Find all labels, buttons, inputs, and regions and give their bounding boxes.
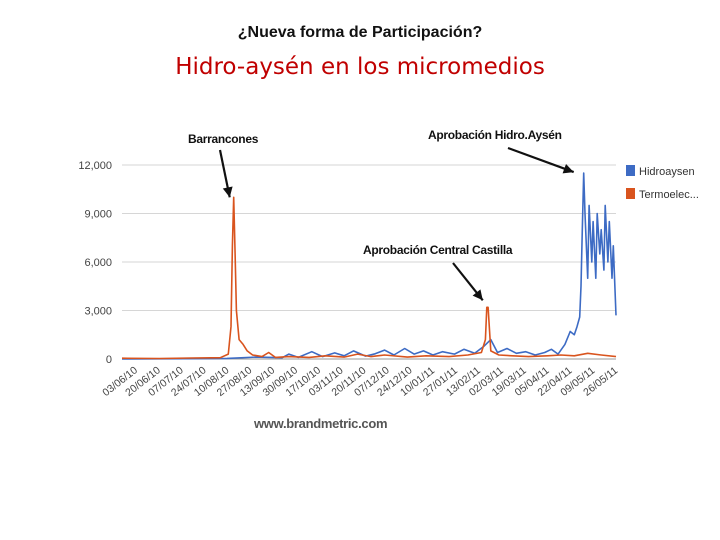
y-tick-label: 9,000: [84, 209, 112, 221]
legend-label: Hidroaysen: [639, 166, 695, 178]
x-axis-ticks: 03/06/1020/06/1007/07/1024/07/1010/08/10…: [100, 364, 620, 399]
annotation-label: Barrancones: [188, 132, 259, 146]
y-tick-label: 12,000: [78, 160, 112, 172]
annotation-label: Aprobación Hidro.Aysén: [428, 128, 562, 142]
chart-series: [121, 172, 617, 360]
legend-label: Termoelec...: [639, 189, 699, 201]
annotation-arrowhead: [222, 186, 233, 198]
series-line-0: [121, 172, 617, 360]
y-tick-label: 3,000: [84, 306, 112, 318]
chart-gridlines: [122, 164, 616, 360]
y-axis-ticks: 0 3,000 6,000 9,000 12,000: [78, 160, 112, 366]
super-title: ¿Nueva forma de Participación?: [237, 24, 483, 41]
legend-swatch: [626, 188, 635, 199]
series-line-1: [121, 196, 617, 360]
annotation-arrowhead: [562, 163, 574, 174]
annotation-arrow: [507, 146, 575, 174]
legend-swatch: [626, 165, 635, 176]
watermark-url: www.brandmetric.com: [254, 416, 388, 431]
annotation-label: Aprobación Central Castilla: [363, 243, 513, 257]
annotation-arrowhead: [472, 289, 483, 301]
chart-legend: Hidroaysen Termoelec...: [626, 165, 699, 201]
page-title: Hidro-aysén en los micromedios: [175, 54, 545, 80]
chart-annotations: Barrancones Aprobación Hidro.Aysén Aprobac…: [188, 128, 575, 301]
y-tick-label: 6,000: [84, 257, 112, 269]
y-tick-label: 0: [106, 354, 112, 366]
